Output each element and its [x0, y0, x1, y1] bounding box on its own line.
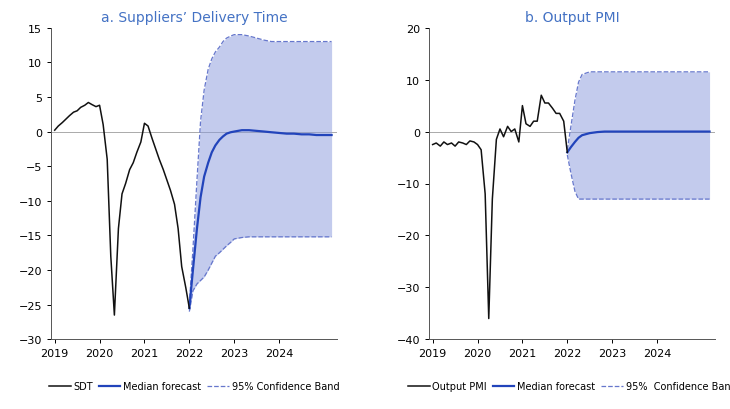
Legend: SDT, Median forecast, 95% Confidence Band: SDT, Median forecast, 95% Confidence Ban…	[45, 378, 343, 395]
Title: b. Output PMI: b. Output PMI	[525, 11, 620, 25]
Legend: Output PMI, Median forecast, 95%  Confidence Band: Output PMI, Median forecast, 95% Confide…	[404, 378, 730, 395]
Title: a. Suppliers’ Delivery Time: a. Suppliers’ Delivery Time	[101, 11, 288, 25]
